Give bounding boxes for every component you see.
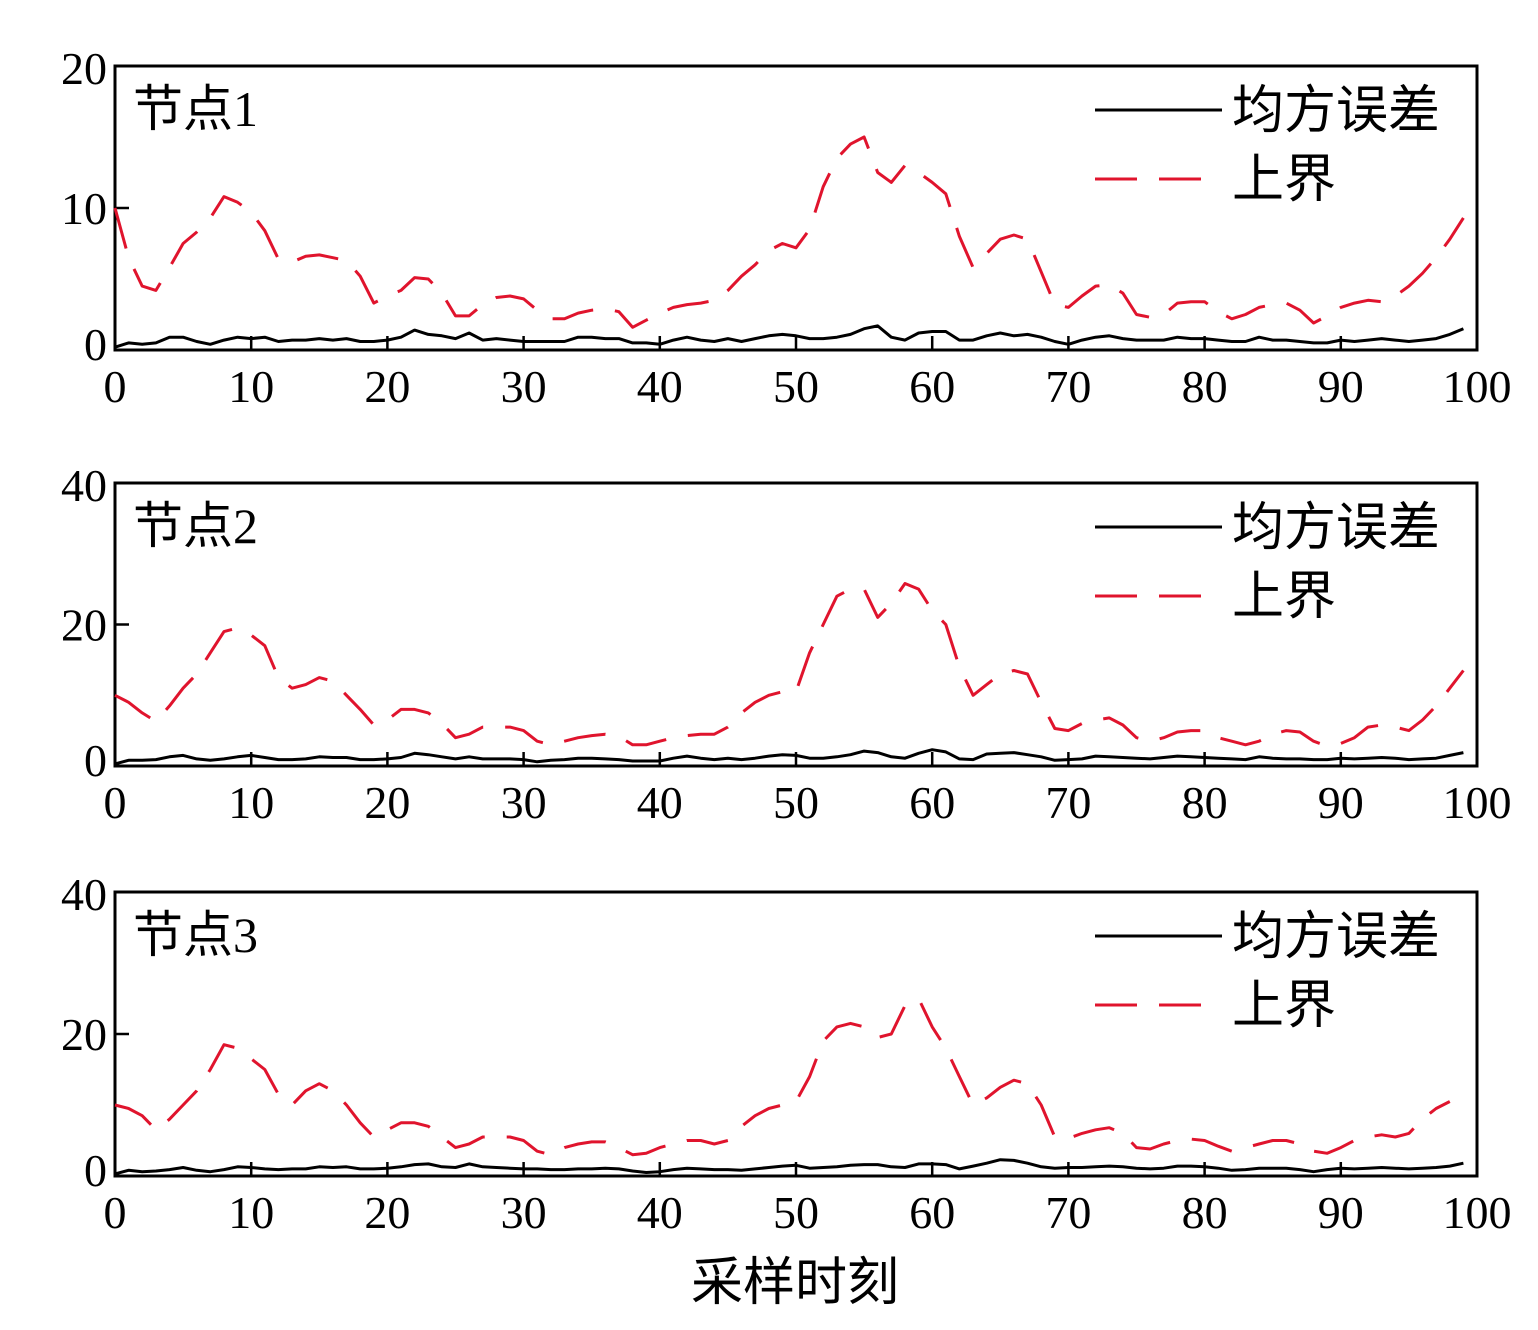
- upper-bound-line: [113, 135, 1465, 329]
- y-tick-label: 20: [61, 43, 107, 94]
- x-tick-label: 20: [364, 777, 410, 828]
- legend-bound-label: 上界: [1232, 569, 1336, 626]
- x-axis-label: 采样时刻: [691, 1255, 899, 1312]
- x-tick-label: 40: [637, 361, 683, 412]
- x-tick-label: 20: [364, 361, 410, 412]
- y-tick-label: 40: [61, 869, 107, 920]
- legend-mse-label: 均方误差: [1232, 500, 1440, 557]
- x-tick-label: 60: [909, 1187, 955, 1238]
- x-tick-label: 40: [637, 777, 683, 828]
- x-tick-label: 30: [501, 361, 547, 412]
- x-tick-label: 50: [773, 1187, 819, 1238]
- mse-line: [114, 748, 1464, 766]
- x-tick-label: 70: [1045, 361, 1091, 412]
- x-tick-label: 50: [773, 777, 819, 828]
- upper-bound-line: [114, 582, 1465, 748]
- y-tick-label: 0: [84, 319, 107, 370]
- x-tick-label: 100: [1443, 361, 1512, 412]
- x-tick-label: 60: [909, 777, 955, 828]
- upper-bound-line: [114, 997, 1451, 1157]
- x-tick-label: 80: [1182, 777, 1228, 828]
- x-tick-label: 30: [501, 1187, 547, 1238]
- panel-label: 节点3: [133, 907, 258, 963]
- x-tick-label: 90: [1318, 1187, 1364, 1238]
- panel-label: 节点1: [133, 81, 258, 137]
- x-tick-label: 30: [501, 777, 547, 828]
- x-tick-label: 50: [773, 361, 819, 412]
- x-tick-label: 0: [104, 361, 127, 412]
- x-tick-label: 10: [228, 777, 274, 828]
- x-tick-label: 80: [1182, 1187, 1228, 1238]
- y-tick-label: 20: [61, 600, 107, 651]
- x-tick-label: 90: [1318, 777, 1364, 828]
- x-tick-label: 0: [104, 1187, 127, 1238]
- x-tick-label: 60: [909, 361, 955, 412]
- x-tick-label: 80: [1182, 361, 1228, 412]
- x-tick-label: 100: [1443, 777, 1512, 828]
- legend-bound-label: 上界: [1232, 152, 1336, 209]
- x-tick-label: 0: [104, 777, 127, 828]
- y-tick-label: 20: [61, 1009, 107, 1060]
- legend-bound-label: 上界: [1232, 978, 1336, 1035]
- x-tick-label: 100: [1443, 1187, 1512, 1238]
- mse-line: [114, 324, 1464, 349]
- x-tick-label: 10: [228, 361, 274, 412]
- x-tick-label: 90: [1318, 361, 1364, 412]
- y-tick-label: 0: [84, 1145, 107, 1196]
- y-tick-label: 10: [61, 183, 107, 234]
- legend-mse-label: 均方误差: [1232, 909, 1440, 966]
- x-tick-label: 70: [1045, 777, 1091, 828]
- x-tick-label: 20: [364, 1187, 410, 1238]
- panel-label: 节点2: [133, 498, 258, 554]
- mse-line: [114, 1158, 1464, 1176]
- x-tick-label: 10: [228, 1187, 274, 1238]
- x-tick-label: 40: [637, 1187, 683, 1238]
- y-tick-label: 0: [84, 735, 107, 786]
- y-tick-label: 40: [61, 460, 107, 511]
- legend-mse-label: 均方误差: [1232, 83, 1440, 140]
- x-tick-label: 70: [1045, 1187, 1091, 1238]
